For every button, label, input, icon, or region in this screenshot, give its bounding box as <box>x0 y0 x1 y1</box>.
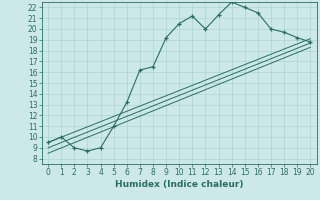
X-axis label: Humidex (Indice chaleur): Humidex (Indice chaleur) <box>115 180 244 189</box>
